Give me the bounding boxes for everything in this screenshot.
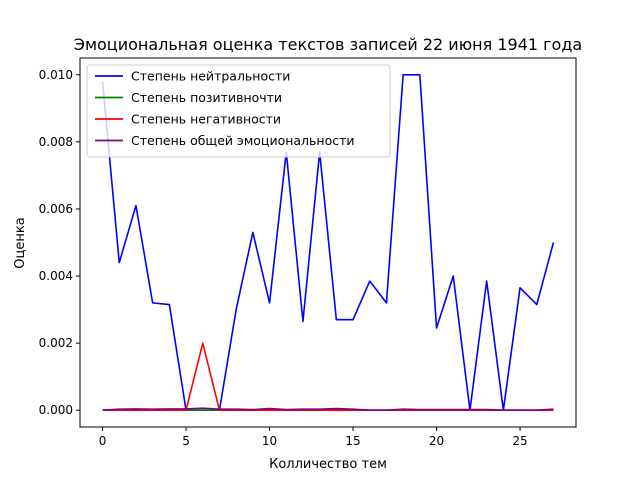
y-tick-label: 0.000 [39,403,73,417]
series-layer [101,73,555,412]
x-axis: 0 5 10 15 20 25 [99,427,528,448]
x-axis-label: Колличество тем [269,457,387,472]
x-tick-label: 15 [345,434,360,448]
y-tick-label: 0.008 [39,135,73,149]
chart-title: Эмоциональная оценка текстов записей 22 … [74,35,582,54]
x-tick-label: 5 [182,434,190,448]
y-tick-label: 0.004 [39,269,73,283]
x-tick-label: 10 [262,434,277,448]
plot-frame [79,57,577,428]
legend-box [86,64,391,158]
y-axis-label: Оценка [13,217,28,268]
legend-label: Степень позитивночти [131,90,282,105]
series-line-4 [102,407,554,412]
y-tick-label: 0.010 [39,68,73,82]
series-line-1 [101,73,555,412]
legend: Степень нейтральности Степень позитивночт… [86,64,391,158]
x-tick-label: 0 [99,434,107,448]
y-tick-label: 0.002 [39,336,73,350]
x-tick-label: 25 [512,434,527,448]
legend-label: Степень негативности [131,112,281,127]
x-tick-label: 20 [429,434,444,448]
legend-label: Степень нейтральности [131,69,290,84]
legend-label: Степень общей эмоциональности [131,133,355,148]
y-tick-label: 0.006 [39,202,73,216]
plot-area [79,57,577,428]
y-axis: 0.000 0.002 0.004 0.006 0.008 0.010 [39,68,80,417]
